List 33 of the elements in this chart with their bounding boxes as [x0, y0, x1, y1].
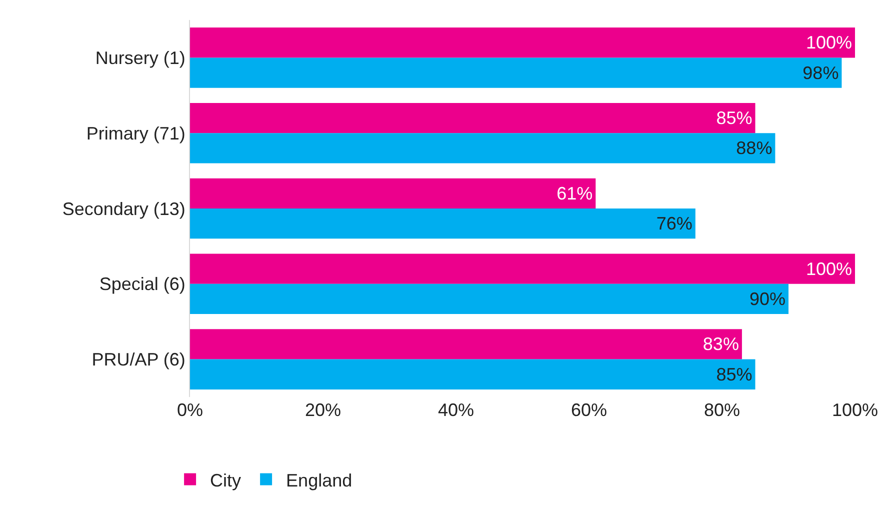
data-label: 100% [806, 32, 852, 53]
bar [190, 284, 788, 314]
data-label: 83% [702, 334, 739, 354]
x-tick-label: 40% [438, 400, 474, 420]
data-label: 90% [749, 288, 786, 309]
x-tick-label: 60% [570, 400, 608, 420]
bar [190, 359, 756, 390]
legend-label: City [210, 470, 242, 490]
data-label: 88% [736, 138, 772, 158]
bar [190, 58, 842, 88]
data-label: 76% [656, 214, 692, 234]
bar [190, 178, 596, 208]
bar [190, 329, 742, 360]
legend-label: England [286, 470, 352, 490]
data-label: 85% [716, 364, 752, 384]
bar [190, 208, 696, 239]
data-label: 100% [806, 258, 852, 279]
y-tick-label: Secondary (13) [62, 198, 186, 219]
x-tick-label: 20% [304, 400, 342, 420]
bar [190, 133, 776, 164]
bar [190, 102, 756, 134]
x-tick-label: 100% [832, 400, 878, 420]
y-tick-label: Special (6) [99, 274, 186, 294]
x-tick-label: 0% [176, 400, 204, 420]
data-label: 85% [716, 108, 752, 128]
data-label: 61% [556, 183, 593, 204]
data-label: 98% [802, 62, 839, 83]
bar [190, 254, 855, 284]
y-tick-label: Primary (71) [86, 123, 186, 144]
x-tick-label: 80% [704, 400, 740, 420]
y-tick-label: Nursery (1) [95, 48, 186, 68]
y-tick-label: PRU/AP (6) [92, 350, 186, 370]
bar [190, 28, 855, 58]
